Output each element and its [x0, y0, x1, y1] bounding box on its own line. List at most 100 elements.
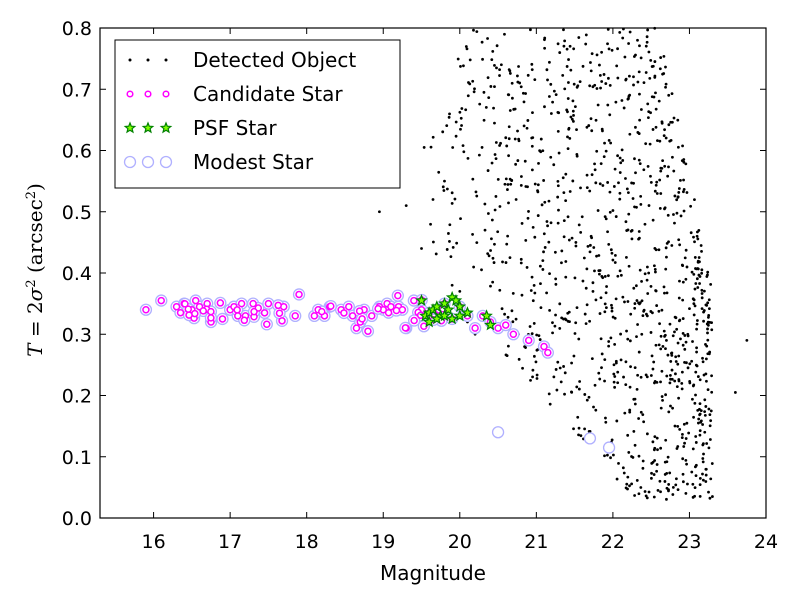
detected-object-point — [658, 322, 661, 326]
detected-object-point — [519, 85, 523, 89]
legend-marker — [144, 90, 152, 98]
detected-object-point — [602, 73, 606, 76]
detected-object-point — [632, 430, 636, 433]
legend-label: Candidate Star — [193, 82, 343, 106]
detected-object-point — [702, 319, 705, 323]
detected-object-point — [698, 275, 702, 278]
detected-object-point — [540, 203, 544, 207]
detected-object-point — [700, 249, 703, 253]
detected-object-point — [637, 417, 641, 420]
detected-object-point — [628, 30, 632, 34]
detected-object-point — [548, 272, 551, 276]
detected-object-point — [645, 278, 649, 282]
detected-object-point — [533, 182, 537, 186]
y-label-eq: = 2 — [23, 301, 47, 343]
detected-object-point — [639, 410, 643, 414]
detected-object-point — [548, 402, 552, 406]
detected-object-point — [477, 153, 481, 157]
detected-object-point — [653, 268, 657, 271]
detected-object-point — [464, 45, 468, 48]
detected-object-point — [575, 385, 579, 389]
detected-object-point — [630, 237, 634, 241]
detected-object-point — [570, 361, 573, 365]
detected-object-point — [566, 147, 570, 151]
candidate-star-point — [207, 307, 215, 316]
detected-object-point — [677, 296, 681, 300]
detected-object-point — [526, 119, 530, 122]
detected-object-point — [660, 369, 664, 373]
detected-object-point — [632, 75, 635, 79]
detected-object-point — [649, 374, 653, 377]
detected-object-point — [570, 390, 573, 394]
detected-object-point — [682, 422, 686, 426]
detected-object-point — [710, 328, 714, 332]
detected-object-point — [627, 451, 631, 454]
detected-object-point — [709, 409, 713, 413]
detected-object-point — [625, 187, 629, 191]
candidate-star-point — [216, 299, 225, 307]
detected-object-point — [706, 331, 709, 335]
detected-object-point — [613, 375, 617, 378]
detected-object-point — [676, 195, 680, 199]
detected-object-point — [693, 401, 697, 405]
detected-object-point — [655, 304, 659, 307]
detected-object-point — [545, 220, 549, 223]
detected-object-point — [490, 161, 494, 165]
detected-object-point — [569, 115, 573, 119]
detected-object-point — [633, 302, 637, 305]
detected-object-point — [616, 154, 620, 158]
detected-object-point — [604, 416, 607, 420]
candidate-star-point — [524, 336, 533, 345]
detected-object-point — [431, 198, 435, 201]
detected-object-point — [462, 150, 466, 154]
detected-object-point — [619, 273, 623, 277]
detected-object-point — [529, 28, 532, 32]
detected-object-point — [526, 73, 530, 77]
detected-object-point — [642, 309, 646, 313]
detected-object-point — [601, 129, 604, 133]
detected-object-point — [654, 183, 658, 187]
detected-object-point — [733, 391, 737, 394]
detected-object-point — [677, 354, 681, 358]
detected-object-point — [458, 110, 462, 114]
detected-object-point — [614, 100, 618, 104]
detected-object-point — [578, 380, 582, 383]
detected-object-point — [689, 204, 693, 208]
detected-object-point — [564, 199, 568, 202]
detected-object-point — [639, 486, 643, 489]
detected-object-point — [585, 173, 589, 177]
detected-object-point — [656, 139, 659, 142]
detected-object-point — [690, 270, 694, 274]
detected-object-point — [675, 327, 679, 331]
detected-object-point — [616, 370, 620, 374]
candidate-star-point — [264, 299, 273, 308]
detected-object-point — [510, 179, 514, 182]
detected-object-point — [665, 374, 669, 378]
detected-object-point — [658, 206, 662, 210]
detected-object-point — [612, 453, 615, 457]
detected-object-point — [562, 219, 566, 222]
detected-object-point — [448, 112, 451, 116]
detected-object-point — [585, 398, 589, 402]
legend-marker — [128, 58, 132, 62]
detected-object-point — [556, 195, 560, 199]
detected-object-point — [429, 222, 432, 226]
detected-object-point — [552, 375, 556, 379]
detected-object-point — [493, 153, 497, 156]
detected-object-point — [653, 60, 657, 63]
detected-object-point — [645, 35, 649, 39]
detected-object-point — [700, 292, 704, 295]
candidate-star-point — [250, 307, 258, 316]
detected-object-point — [654, 248, 658, 252]
detected-object-point — [675, 198, 679, 202]
detected-object-point — [556, 360, 560, 364]
candidate-star-point — [368, 312, 376, 320]
detected-object-point — [577, 387, 581, 391]
detected-object-point — [448, 240, 451, 243]
detected-object-point — [695, 234, 699, 238]
detected-object-point — [603, 454, 606, 458]
detected-object-point — [558, 302, 562, 306]
detected-object-point — [655, 192, 659, 195]
detected-object-point — [486, 37, 489, 40]
detected-object-point — [654, 270, 657, 274]
